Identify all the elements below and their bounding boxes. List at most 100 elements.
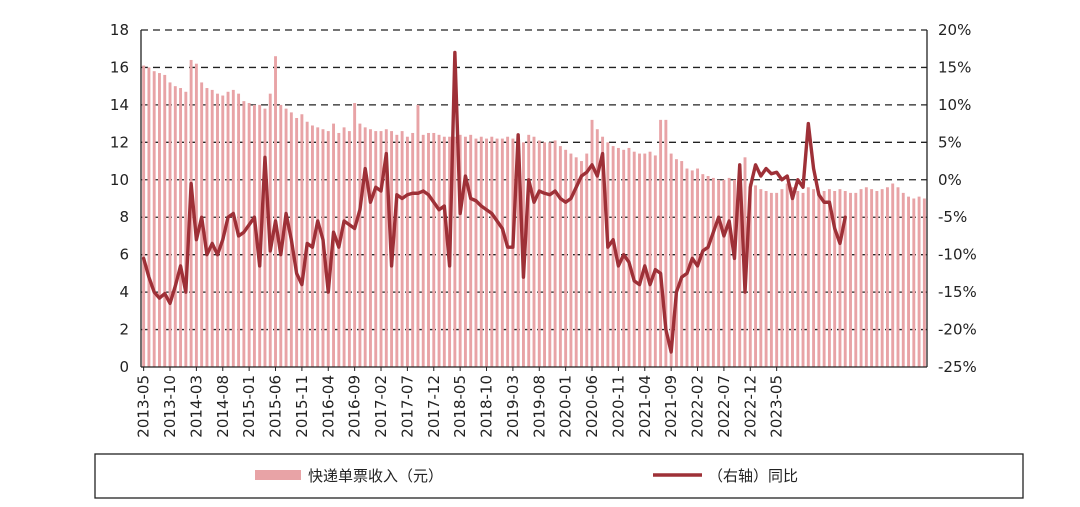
bar [827,189,831,367]
bar [817,192,821,367]
bar [690,170,694,367]
y-left-tick-label: 6 [119,246,129,264]
bar [590,119,594,368]
bar [479,136,483,367]
bar [733,179,736,367]
bar [706,176,710,367]
x-tick-label: 2017-07 [398,375,416,438]
bar [490,136,494,367]
y-left-tick-label: 12 [110,133,129,151]
bar [421,134,425,367]
y-left-tick-label: 14 [110,96,129,114]
bar [400,131,404,367]
y-right-tick-label: -15% [938,283,977,301]
bar [537,140,541,367]
bar [696,168,699,367]
bar [342,127,346,367]
bar [775,192,779,367]
bar [179,88,183,367]
x-tick-label: 2022-02 [689,375,707,438]
bar [791,187,794,367]
bar [263,108,267,367]
bar [701,174,705,367]
y-right-tick-label: 20% [938,21,971,39]
bar [664,119,668,368]
bar [780,189,784,367]
yoy-line [141,50,847,354]
bar [606,142,610,367]
bar [859,189,863,367]
bar [427,132,430,367]
bar [384,129,388,367]
bar [812,189,816,367]
bar [295,117,299,368]
bar [527,134,531,367]
bar [875,191,879,367]
bar [173,86,177,368]
bar [358,123,362,367]
bar [601,136,605,367]
line-series [141,50,847,354]
bar [142,65,146,367]
bar [754,185,758,367]
x-tick-label: 2015-06 [267,375,285,438]
bar [838,189,842,367]
x-tick-label: 2015-11 [293,375,311,438]
bar [216,93,219,367]
bar [854,192,858,367]
bar [300,114,304,367]
bar [194,63,198,367]
bar [437,134,441,367]
bar [880,189,884,367]
bar [458,134,462,367]
x-tick-label: 2014-03 [187,375,205,438]
y-right-tick-label: 0% [938,171,962,189]
bar [595,129,599,367]
y-left-tick-label: 2 [119,321,129,339]
x-tick-label: 2020-11 [609,375,627,438]
bar [284,108,288,367]
bar [469,134,473,367]
bar [748,183,752,367]
x-tick-label: 2019-08 [530,375,548,438]
bar [785,183,789,367]
y-left-tick-label: 16 [110,58,129,76]
bar [558,146,562,367]
bar [680,161,684,367]
bar [764,191,768,367]
y-right-tick-label: 5% [938,133,962,151]
bar [759,189,763,367]
x-tick-label: 2014-08 [214,375,232,438]
bar [907,196,910,367]
bar [347,131,351,367]
bar [722,179,726,367]
bar [738,177,742,367]
bar [864,187,868,367]
bar [685,168,689,367]
bar [717,179,721,367]
y-left-tick-label: 0 [119,358,129,376]
bar [226,91,230,367]
bar [653,155,657,367]
bar [912,198,916,367]
bar [369,129,372,367]
bar [580,161,583,367]
bar [833,191,837,367]
bar [643,153,647,367]
legend-line-label: （右轴）同比 [708,467,798,485]
bar [548,142,552,367]
x-tick-label: 2013-10 [161,375,179,438]
legend: 快递单票收入（元） （右轴）同比 [94,453,1024,499]
x-tick-label: 2018-05 [451,375,469,438]
bar [659,119,663,368]
y-right-tick-label: -10% [938,246,977,264]
bar [205,88,209,367]
bar [822,191,826,367]
bar [274,56,277,368]
bar [163,74,167,368]
x-tick-label: 2021-09 [662,375,680,438]
bar [453,136,457,367]
bar [849,192,852,367]
bar [337,132,341,367]
